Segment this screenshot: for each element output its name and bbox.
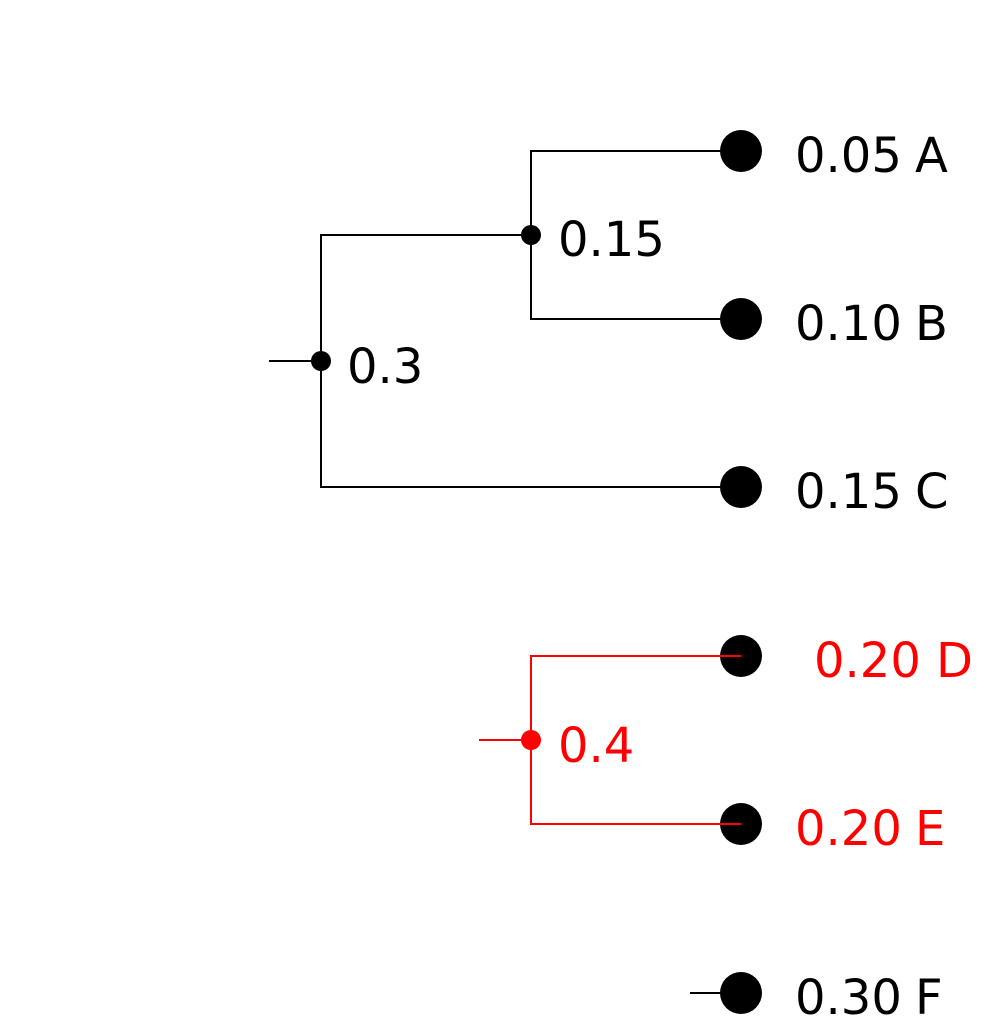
leaf-a-label: A: [915, 128, 948, 184]
leaf-e-prob: 0.20: [795, 801, 902, 857]
leaf-b-label: B: [915, 296, 948, 352]
leaf-node-f: [720, 972, 762, 1014]
leaf-d-prob: 0.20: [814, 633, 921, 689]
leaf-node-c: [720, 466, 762, 508]
leaf-e-label: E: [915, 801, 945, 857]
internal-node-ab: [521, 225, 541, 245]
leaf-a-prob: 0.05: [795, 128, 902, 184]
edge-ab-to-b: [530, 235, 741, 320]
internal-node-abc-value: 0.3: [347, 339, 423, 395]
edge-ab-to-a: [530, 150, 741, 235]
internal-node-abc: [311, 351, 331, 371]
leaf-d-label: D: [936, 633, 973, 689]
subtree-abc: 0.15 0.3 0.05 A 0.10 B 0.15 C: [269, 128, 949, 520]
leaf-f-label: F: [915, 970, 943, 1026]
edge-abc-to-ab: [320, 234, 531, 361]
leaf-b-prob: 0.10: [795, 296, 902, 352]
edge-abc-to-c: [320, 361, 741, 488]
edge-de-to-d: [530, 655, 741, 740]
internal-node-ab-value: 0.15: [558, 212, 665, 268]
subtree-f: 0.30 F: [690, 970, 943, 1026]
edge-de-to-e: [530, 740, 741, 825]
leaf-c-label: C: [915, 464, 949, 520]
subtree-de: 0.4 0.20 D 0.20 E: [479, 633, 973, 857]
internal-node-de-value: 0.4: [558, 718, 634, 774]
leaf-node-b: [720, 298, 762, 340]
leaf-node-a: [720, 130, 762, 172]
internal-node-de: [521, 730, 541, 750]
leaf-c-prob: 0.15: [795, 464, 902, 520]
leaf-f-prob: 0.30: [795, 970, 902, 1026]
